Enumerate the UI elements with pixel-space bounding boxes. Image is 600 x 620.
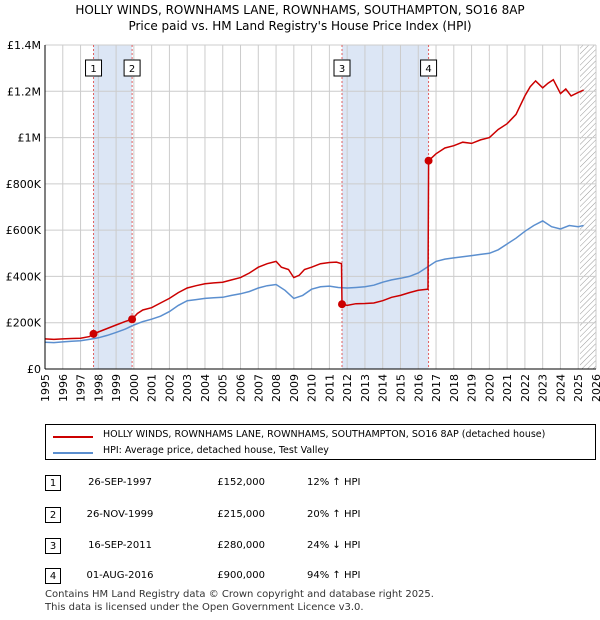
sale-hpi-change: 20% ↑ HPI	[307, 509, 361, 520]
sale-point	[338, 300, 347, 309]
y-tick-label: £1.2M	[7, 85, 41, 98]
sale-date: 16-SEP-2011	[88, 540, 152, 551]
x-tick-label: 2010	[306, 374, 319, 402]
sale-price: £152,000	[217, 477, 265, 488]
x-tick-label: 2000	[128, 374, 141, 402]
sale-point	[424, 156, 433, 165]
x-tick-label: 2009	[288, 374, 301, 402]
x-tick-label: 2013	[359, 374, 372, 402]
x-tick-label: 2024	[554, 374, 567, 402]
x-tick-label: 2008	[270, 374, 283, 402]
property-price-line	[44, 78, 584, 341]
x-tick-label: 2005	[217, 374, 230, 402]
sale-date: 26-NOV-1999	[86, 509, 154, 520]
y-tick-label: £800K	[6, 178, 42, 191]
x-tick-label: 2015	[394, 374, 407, 402]
x-tick-label: 2003	[181, 374, 194, 402]
y-tick-label: £400K	[6, 270, 42, 283]
y-tick-label: £200K	[6, 317, 42, 330]
x-tick-label: 2026	[590, 374, 600, 402]
x-tick-label: 2017	[430, 374, 443, 402]
x-tick-label: 2007	[252, 374, 265, 402]
sale-price: £900,000	[217, 570, 265, 581]
sale-number-badge: 2	[45, 507, 61, 523]
sale-number-badge: 3	[45, 538, 61, 554]
y-tick-label: £0	[27, 363, 41, 376]
chart-legend: HOLLY WINDS, ROWNHAMS LANE, ROWNHAMS, SO…	[45, 424, 596, 460]
chart-subtitle: Price paid vs. HM Land Registry's House …	[128, 19, 472, 33]
sale-price: £280,000	[217, 540, 265, 551]
x-tick-label: 1998	[92, 374, 105, 402]
legend-swatch-property	[53, 436, 93, 438]
future-hatch	[580, 45, 596, 369]
x-tick-label: 1995	[39, 374, 52, 402]
sale-marker-label: 3	[339, 64, 345, 75]
sale-date: 26-SEP-1997	[88, 477, 152, 488]
licence-notice: This data is licensed under the Open Gov…	[45, 602, 364, 613]
sale-price: £215,000	[217, 509, 265, 520]
table-row: 2 26-NOV-1999 £215,000 20% ↑ HPI	[45, 507, 596, 527]
sale-hpi-change: 94% ↑ HPI	[307, 570, 361, 581]
legend-label-hpi: HPI: Average price, detached house, Test…	[103, 445, 329, 456]
x-tick-label: 2001	[146, 374, 159, 402]
y-tick-label: £1M	[18, 132, 42, 145]
sale-number-badge: 1	[45, 475, 61, 491]
sale-marker-box	[420, 59, 438, 77]
x-tick-label: 2014	[377, 374, 390, 402]
legend-swatch-hpi	[53, 452, 93, 454]
sale-marker-label: 4	[425, 64, 431, 75]
sale-date: 01-AUG-2016	[86, 570, 154, 581]
x-tick-label: 2022	[519, 374, 532, 402]
shaded-range-1	[93, 45, 133, 369]
x-tick-label: 2023	[537, 374, 550, 402]
x-tick-label: 2011	[323, 374, 336, 402]
x-tick-label: 2006	[235, 374, 248, 402]
sale-number-badge: 4	[45, 568, 61, 584]
x-tick-label: 1996	[57, 374, 70, 402]
y-tick-label: £600K	[6, 224, 42, 237]
sale-hpi-change: 24% ↓ HPI	[307, 540, 361, 551]
x-tick-label: 1999	[110, 374, 123, 402]
sale-marker-box	[123, 59, 141, 77]
sale-point	[89, 329, 98, 338]
copyright-notice: Contains HM Land Registry data © Crown c…	[45, 589, 434, 600]
x-tick-label: 2025	[572, 374, 585, 402]
table-row: 1 26-SEP-1997 £152,000 12% ↑ HPI	[45, 475, 596, 495]
hpi-line	[44, 220, 584, 344]
x-tick-label: 2002	[163, 374, 176, 402]
legend-label-property: HOLLY WINDS, ROWNHAMS LANE, ROWNHAMS, SO…	[103, 429, 546, 440]
x-tick-label: 2019	[466, 374, 479, 402]
y-tick-label: £1.4M	[7, 39, 41, 52]
sale-marker-box	[85, 59, 103, 77]
x-tick-label: 2018	[448, 374, 461, 402]
price-chart: £0 £200K £400K £600K £800K £1M £1.2M £1.4M 1995 1…	[6, 39, 600, 402]
x-tick-label: 1997	[75, 374, 88, 402]
x-tick-label: 2020	[483, 374, 496, 402]
chart-title: HOLLY WINDS, ROWNHAMS LANE, ROWNHAMS, SO…	[75, 3, 525, 17]
x-tick-label: 2004	[199, 374, 212, 402]
table-row: 3 16-SEP-2011 £280,000 24% ↓ HPI	[45, 538, 596, 558]
x-tick-label: 2021	[501, 374, 514, 402]
sale-marker-label: 1	[90, 64, 96, 75]
sale-point	[128, 315, 137, 324]
sale-marker-box	[333, 59, 351, 77]
table-row: 4 01-AUG-2016 £900,000 94% ↑ HPI	[45, 568, 596, 588]
sale-hpi-change: 12% ↑ HPI	[307, 477, 361, 488]
sale-marker-label: 2	[129, 64, 135, 75]
x-tick-label: 2012	[341, 374, 354, 402]
x-tick-label: 2016	[412, 374, 425, 402]
shaded-range-2	[342, 45, 429, 369]
